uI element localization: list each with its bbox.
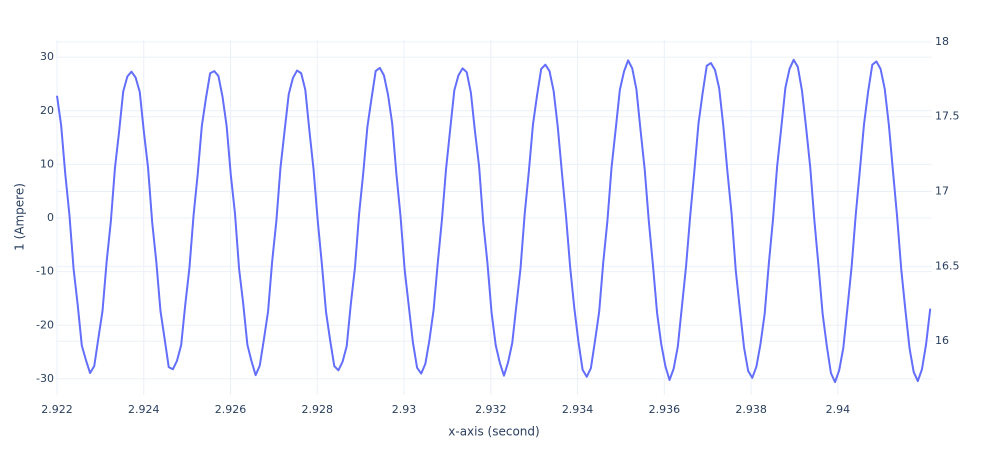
x-tick-label: 2.94 <box>826 403 851 416</box>
x-tick-label: 2.924 <box>128 403 160 416</box>
y-tick-label: 10 <box>40 157 54 170</box>
y-axis-title: 1 (Ampere) <box>13 183 27 251</box>
y-tick-label: 20 <box>40 104 54 117</box>
x-tick-label: 2.936 <box>649 403 681 416</box>
y2-tick-label: 17 <box>935 185 949 198</box>
x-axis-title: x-axis (second) <box>448 425 539 439</box>
y-tick-label: -10 <box>36 265 54 278</box>
y-tick-label: -30 <box>36 372 54 385</box>
data-line <box>56 58 932 384</box>
y-tick-label: 0 <box>47 211 54 224</box>
y-tick-label: 30 <box>40 50 54 63</box>
y2-tick-label: 16.5 <box>935 259 960 272</box>
x-tick-label: 2.922 <box>41 403 73 416</box>
y-tick-label: -20 <box>36 318 54 331</box>
x-tick-label: 2.93 <box>392 403 417 416</box>
x-tick-label: 2.934 <box>562 403 594 416</box>
x-tick-label: 2.926 <box>215 403 247 416</box>
x-tick-label: 2.938 <box>735 403 767 416</box>
x-tick-label: 2.932 <box>475 403 507 416</box>
y2-tick-label: 17.5 <box>935 110 960 123</box>
y2-tick-label: 18 <box>935 35 949 48</box>
x-tick-label: 2.928 <box>302 403 334 416</box>
y2-tick-label: 16 <box>935 334 949 347</box>
